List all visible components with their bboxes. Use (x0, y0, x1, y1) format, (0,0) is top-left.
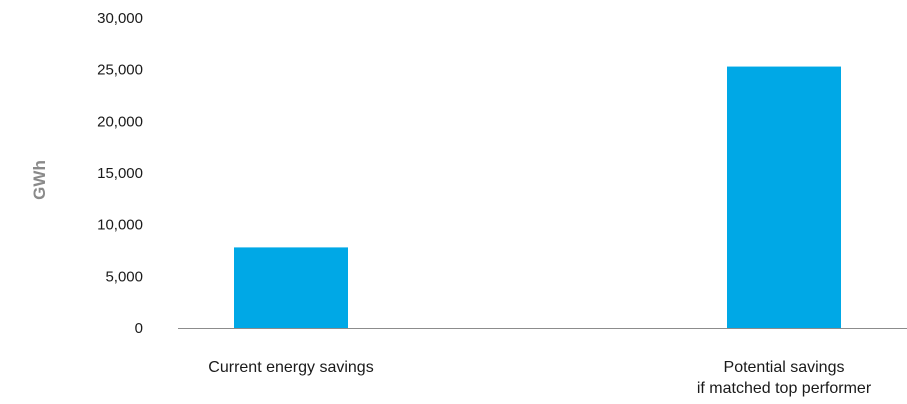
y-tick-label: 20,000 (97, 113, 143, 130)
y-tick-label: 15,000 (97, 165, 143, 182)
bars (234, 66, 841, 329)
y-axis-title: GWh (30, 160, 49, 200)
y-tick-label: 25,000 (97, 62, 143, 79)
x-axis-labels: Current energy savings Potential savings i… (208, 359, 872, 397)
x-category-label: Potential savings (724, 359, 845, 376)
y-tick-label: 30,000 (97, 10, 143, 27)
y-tick-label: 5,000 (105, 268, 143, 285)
bar (727, 66, 841, 329)
x-category-label: if matched top performer (697, 380, 872, 397)
y-tick-label: 0 (135, 320, 143, 337)
x-category-label: Current energy savings (208, 359, 373, 376)
bar (234, 247, 348, 328)
y-tick-label: 10,000 (97, 217, 143, 234)
y-axis-ticks: 0 5,000 10,000 15,000 20,000 25,000 30,000 (97, 10, 143, 337)
